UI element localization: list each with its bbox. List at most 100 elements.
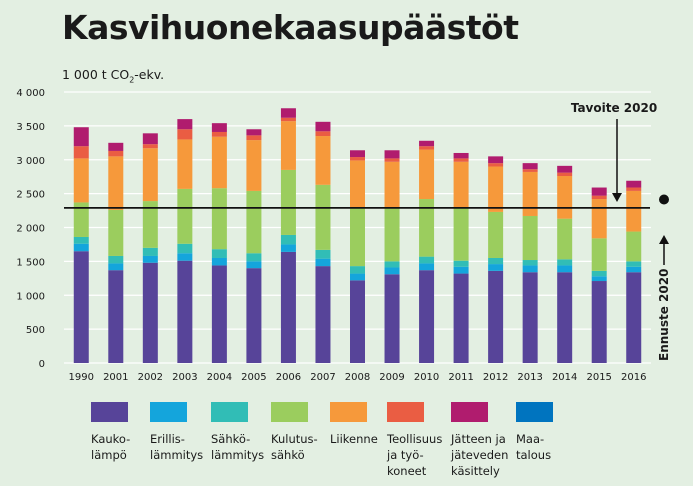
bar-segment <box>350 280 365 363</box>
bar-segment <box>419 149 435 200</box>
bar-segment <box>73 127 89 147</box>
bar-segment <box>626 187 642 191</box>
bar-segment <box>142 133 158 145</box>
bar-segment <box>108 150 124 157</box>
bar-segment <box>384 158 400 162</box>
legend-label: Teollisuus ja työ- koneet <box>387 432 443 478</box>
forecast-2020-point <box>659 194 669 205</box>
bar-segment <box>177 139 193 189</box>
x-tick-label: 2002 <box>138 372 163 383</box>
bar-segment <box>419 270 435 363</box>
x-tick-label: 2003 <box>172 372 197 383</box>
bar-segment <box>108 263 124 271</box>
bar-segment <box>350 157 365 161</box>
bar-segment <box>108 255 124 264</box>
x-tick-label: 2013 <box>517 372 542 383</box>
bar-segment <box>522 215 538 261</box>
legend-label: Erillis- lämmitys <box>150 432 204 462</box>
legend-label: Liikenne <box>330 432 378 446</box>
legend-swatch <box>211 402 248 422</box>
x-tick-label: 2008 <box>345 372 370 383</box>
bar-segment <box>488 257 504 265</box>
page-title: Kasvihuonekaasupäästöt <box>62 8 519 47</box>
bar-segment <box>522 163 538 170</box>
x-tick-label: 2006 <box>276 372 301 383</box>
legend-item: Liikenne <box>330 402 378 447</box>
bar-segment <box>211 131 227 137</box>
bar-segment <box>419 146 435 150</box>
bar-segment <box>315 184 331 250</box>
legend-label: Jätteen ja jäteveden käsittely <box>451 432 509 478</box>
bar-segment <box>280 117 296 122</box>
legend-item: Erillis- lämmitys <box>150 402 203 463</box>
bar-segment <box>73 158 89 203</box>
y-axis-ticks: 0 500 1 000 1 500 2 000 2 500 3 000 3 500 4 000 <box>16 88 45 370</box>
y-tick-label: 0 <box>39 359 45 370</box>
legend-item: Kulutus- sähkö <box>271 402 318 463</box>
bar-segment <box>522 171 538 216</box>
bar-segment <box>453 158 469 162</box>
bar-segment <box>453 207 469 261</box>
bar-segment <box>626 190 642 232</box>
x-tick-label: 2015 <box>586 372 611 383</box>
bar-segment <box>591 270 607 277</box>
bar-segment <box>315 131 331 137</box>
bar-segment <box>177 253 193 261</box>
bar-segment <box>211 188 227 250</box>
bar-segment <box>522 265 538 273</box>
x-tick-label: 2005 <box>241 372 266 383</box>
bar-segment <box>453 161 469 208</box>
bar-segment <box>142 144 158 149</box>
bar-segment <box>211 136 227 189</box>
y-tick-label: 1 500 <box>16 257 45 268</box>
bar-segment <box>108 156 124 210</box>
bar-segment <box>384 274 400 363</box>
bar-segment <box>280 244 296 252</box>
bar-segment <box>522 260 538 266</box>
legend-swatch <box>330 402 367 422</box>
bar-segment <box>177 243 193 254</box>
legend-swatch <box>91 402 128 422</box>
bar-segment <box>280 234 296 245</box>
y-tick-label: 2 500 <box>16 190 45 201</box>
bar-segment <box>488 163 504 167</box>
bar-segment <box>142 255 158 263</box>
x-tick-label: 2001 <box>103 372 128 383</box>
bar-segment <box>626 180 642 188</box>
bar-segment <box>557 272 573 363</box>
bar-segment <box>453 266 469 274</box>
bar-segment <box>591 195 607 200</box>
bar-segment <box>211 257 227 266</box>
bar-segment <box>557 165 573 173</box>
bar-segment <box>108 142 124 151</box>
bar-segment <box>315 258 331 267</box>
bar-segment <box>246 253 262 262</box>
bar-segment <box>246 140 262 191</box>
bar-segment <box>419 263 435 271</box>
bar-segment <box>350 150 365 158</box>
bar-segment <box>315 121 331 132</box>
bar-segment <box>246 135 262 141</box>
bar-segment <box>419 256 435 264</box>
bar-segment <box>488 270 504 363</box>
bar-segment <box>626 272 642 363</box>
bar-segment <box>591 281 607 363</box>
y-tick-label: 3 500 <box>16 122 45 133</box>
bar-segment <box>177 260 193 363</box>
legend-item: Teollisuus ja työ- koneet <box>387 402 442 479</box>
legend-swatch <box>271 402 308 422</box>
bar-segment <box>142 247 158 256</box>
bar-segment <box>453 273 469 363</box>
bar-segment <box>280 251 296 363</box>
bar-segment <box>591 238 607 271</box>
legend-label: Kulutus- sähkö <box>271 432 318 462</box>
legend-item: Maa- talous <box>516 402 553 463</box>
bar-segment <box>453 260 469 267</box>
bar-segment <box>384 150 400 159</box>
bar-segment <box>384 267 400 275</box>
bar-segment <box>315 266 331 363</box>
bar-segment <box>177 188 193 244</box>
bar-segment <box>557 218 573 260</box>
bar-segment <box>488 211 504 258</box>
